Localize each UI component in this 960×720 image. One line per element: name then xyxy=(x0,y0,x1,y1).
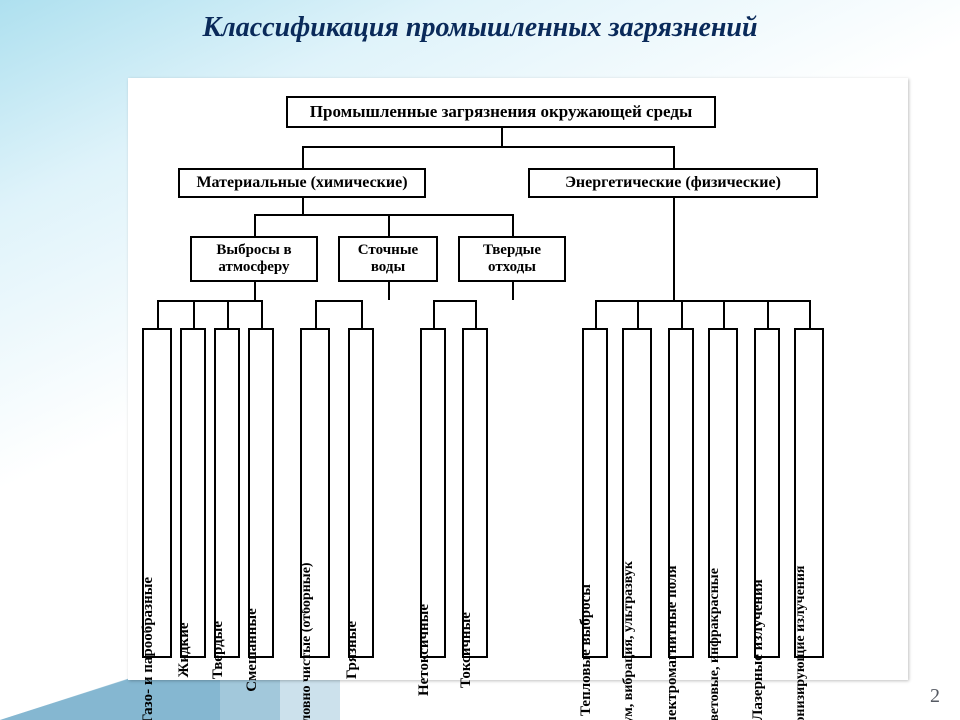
page-number: 2 xyxy=(930,685,940,708)
connector xyxy=(302,198,304,214)
connector xyxy=(673,198,675,300)
slide-title: Классификация промышленных загрязнений xyxy=(0,12,960,44)
leaf-ion: Ионизирующие излучения xyxy=(794,328,824,658)
connector xyxy=(361,300,363,328)
connector xyxy=(595,300,597,328)
connector xyxy=(512,214,514,236)
leaf-mixed: Смешанные xyxy=(248,328,274,658)
connector xyxy=(302,146,673,148)
leaf-emf: Электромагнитные поля xyxy=(668,328,694,658)
connector xyxy=(302,146,304,168)
connector xyxy=(254,214,512,216)
leaf-clean: Условно чистые (отборные) xyxy=(300,328,330,658)
connector xyxy=(501,128,503,146)
connector xyxy=(723,300,725,328)
leaf-solidv: Твердые xyxy=(214,328,240,658)
leaf-light: Световые, инфракрасные xyxy=(708,328,738,658)
leaf-noise: Шум, вибрация, ультразвук xyxy=(622,328,652,658)
node-material: Материальные (химические) xyxy=(178,168,426,198)
connector xyxy=(673,146,675,168)
connector xyxy=(227,300,229,328)
leaf-liquid: Жидкие xyxy=(180,328,206,658)
node-air: Выбросы в атмосферу xyxy=(190,236,318,282)
connector xyxy=(193,300,195,328)
node-water: Сточные воды xyxy=(338,236,438,282)
connector xyxy=(433,300,475,302)
connector xyxy=(388,214,390,236)
leaf-dirty: Грязные xyxy=(348,328,374,658)
leaf-gas: Газо- и парообразные xyxy=(142,328,172,658)
node-root: Промышленные загрязнения окружающей сред… xyxy=(286,96,716,128)
connector xyxy=(315,300,317,328)
connector xyxy=(595,300,809,302)
connector xyxy=(157,300,159,328)
connector xyxy=(512,282,514,300)
connector xyxy=(157,300,261,302)
node-energy: Энергетические (физические) xyxy=(528,168,818,198)
connector xyxy=(681,300,683,328)
connector xyxy=(767,300,769,328)
leaf-laser: Лазерные излучения xyxy=(754,328,780,658)
connector xyxy=(433,300,435,328)
diagram-panel: Промышленные загрязнения окружающей сред… xyxy=(128,78,908,680)
connector xyxy=(315,300,361,302)
connector xyxy=(388,282,390,300)
leaf-nontox: Нетоксичные xyxy=(420,328,446,658)
leaf-heat: Тепловые выбросы xyxy=(582,328,608,658)
node-solid: Твердые отходы xyxy=(458,236,566,282)
leaf-toxic: Токсичные xyxy=(462,328,488,658)
connector xyxy=(809,300,811,328)
connector xyxy=(261,300,263,328)
connector xyxy=(254,282,256,300)
connector xyxy=(475,300,477,328)
slide: Классификация промышленных загрязнений П… xyxy=(0,0,960,720)
connector xyxy=(254,214,256,236)
connector xyxy=(637,300,639,328)
